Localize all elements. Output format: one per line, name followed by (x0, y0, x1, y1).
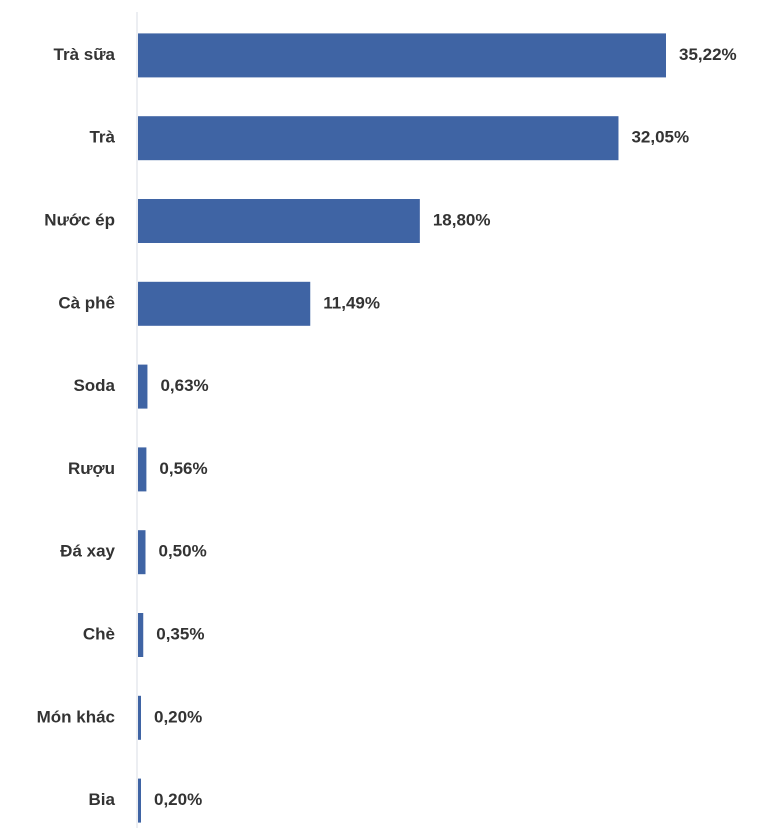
bar (138, 447, 147, 492)
category-label: Cà phê (58, 293, 115, 312)
bar (138, 778, 141, 823)
value-label: 0,50% (158, 542, 206, 561)
value-label: 0,20% (154, 790, 202, 809)
category-label: Soda (73, 376, 115, 395)
bar (138, 281, 311, 326)
bar (138, 613, 144, 657)
value-label: 18,80% (433, 210, 491, 229)
value-label: 35,22% (679, 45, 737, 64)
category-label: Trà sữa (54, 45, 116, 64)
category-label: Trà (89, 128, 115, 147)
value-label: 0,20% (154, 707, 202, 726)
bar (138, 530, 146, 575)
bar (138, 364, 148, 409)
value-label: 0,56% (159, 459, 207, 478)
value-label: 0,35% (156, 624, 204, 643)
category-label: Nước ép (44, 210, 115, 229)
bar (138, 199, 420, 243)
category-label: Bia (89, 790, 116, 809)
bar (138, 116, 619, 161)
category-label: Chè (83, 624, 115, 643)
category-label: Món khác (37, 707, 115, 726)
value-label: 11,49% (323, 293, 380, 312)
category-label: Rượu (68, 459, 115, 478)
bar (138, 695, 141, 740)
bar (138, 33, 666, 78)
value-label: 32,05% (631, 128, 689, 147)
category-label: Đá xay (60, 542, 115, 561)
value-label: 0,63% (160, 376, 208, 395)
